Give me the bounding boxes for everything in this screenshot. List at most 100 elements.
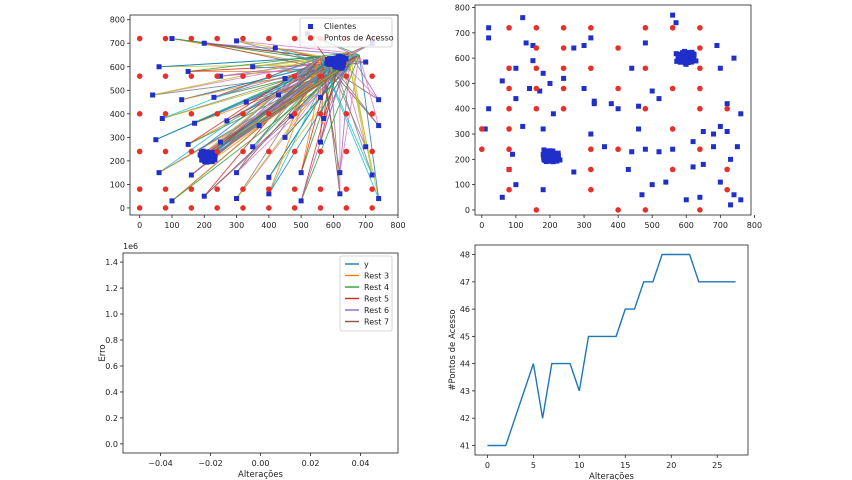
- client-point: [204, 155, 210, 161]
- client-point: [318, 94, 324, 100]
- client-point: [608, 101, 614, 107]
- client-point: [234, 196, 240, 202]
- access-point: [369, 186, 375, 192]
- connection-line: [320, 57, 380, 199]
- client-point: [728, 202, 734, 208]
- access-point: [506, 146, 512, 153]
- client-point: [266, 191, 272, 197]
- client-point: [234, 170, 240, 176]
- client-point: [212, 152, 218, 158]
- access-point: [136, 186, 143, 192]
- legend-entry: Rest 7: [364, 318, 389, 327]
- y-tick-label: 700: [455, 29, 470, 38]
- client-point: [330, 59, 336, 65]
- client-point: [738, 111, 744, 117]
- client-point: [550, 154, 556, 160]
- access-point: [240, 205, 246, 211]
- client-point: [670, 12, 676, 18]
- access-point: [506, 126, 512, 132]
- access-point: [642, 207, 649, 213]
- access-point: [317, 205, 324, 211]
- client-point: [520, 123, 526, 129]
- chart-panel-bottom-right: 0 5 10 15 20 25 41 42 43 44 45 46 47 48 Alterações #Pon…: [448, 244, 749, 480]
- y-tick-label: 600: [110, 63, 125, 72]
- connection-line: [203, 54, 360, 197]
- access-point: [266, 35, 272, 42]
- client-point: [336, 59, 342, 65]
- client-point: [670, 146, 676, 152]
- connection-line: [339, 59, 367, 147]
- access-point: [724, 166, 730, 173]
- access-point: [615, 146, 621, 153]
- axes-frame: [474, 244, 749, 456]
- chart-panel-top-right: 0 100 200 300 400 500 600 700 800 0 100 200 300 400 50…: [455, 4, 762, 230]
- client-point: [591, 101, 597, 107]
- access-point: [136, 111, 143, 117]
- client-point: [298, 198, 304, 204]
- access-point: [697, 207, 703, 213]
- client-point: [547, 80, 553, 86]
- client-point: [530, 58, 536, 64]
- connection-line: [171, 66, 331, 202]
- x-tick-label: 200: [197, 221, 212, 230]
- x-tick-label: 400: [610, 221, 625, 230]
- y-tick-label: 200: [455, 155, 470, 164]
- client-point: [543, 159, 549, 165]
- client-point: [581, 42, 587, 48]
- access-point: [588, 166, 594, 173]
- client-point: [192, 120, 198, 126]
- access-point: [533, 24, 540, 31]
- y-tick-label: 100: [455, 181, 470, 190]
- access-point: [214, 111, 220, 117]
- access-point: [479, 146, 485, 153]
- connection-line: [162, 66, 331, 119]
- client-point: [530, 42, 536, 48]
- axes-frame: [129, 14, 399, 216]
- legend-box: [299, 17, 393, 48]
- client-point: [676, 54, 682, 60]
- client-point: [486, 106, 492, 112]
- client-point: [571, 169, 577, 175]
- client-point: [693, 58, 699, 64]
- client-point: [540, 70, 546, 76]
- access-point: [697, 146, 703, 153]
- client-point: [550, 111, 556, 117]
- x-axis-label: Alterações: [589, 472, 635, 480]
- client-point: [256, 123, 262, 129]
- client-point: [318, 139, 324, 145]
- access-point: [291, 73, 298, 79]
- client-point: [482, 126, 488, 132]
- access-point: [697, 65, 703, 72]
- y-tick-label: 1.4: [105, 258, 118, 267]
- client-point: [734, 144, 740, 150]
- access-point: [669, 166, 676, 173]
- access-point: [214, 205, 220, 211]
- y-tick-label: 0: [120, 204, 125, 213]
- x-tick-label: 0: [479, 221, 484, 230]
- legend-entry: Rest 4: [364, 283, 389, 292]
- access-point: [214, 186, 220, 192]
- connection-line: [188, 52, 350, 72]
- client-point: [188, 172, 194, 178]
- connection-line: [162, 56, 321, 119]
- client-point: [339, 58, 345, 64]
- client-point: [588, 131, 594, 137]
- client-point: [499, 78, 505, 84]
- client-point: [201, 193, 207, 199]
- access-point: [162, 35, 169, 42]
- y-tick-label: 500: [455, 79, 470, 88]
- client-point: [642, 40, 648, 46]
- client-point: [499, 194, 505, 200]
- client-point: [282, 134, 288, 140]
- access-point: [560, 45, 567, 51]
- access-point: [506, 24, 512, 31]
- client-point: [201, 150, 207, 156]
- client-point: [338, 65, 344, 71]
- client-point: [731, 55, 737, 61]
- client-point: [298, 170, 304, 176]
- access-point: [533, 105, 540, 112]
- client-point: [376, 123, 382, 129]
- axes-frame: [474, 4, 752, 216]
- legend-entry: Rest 5: [364, 295, 389, 304]
- y-tick-label: 100: [110, 180, 125, 189]
